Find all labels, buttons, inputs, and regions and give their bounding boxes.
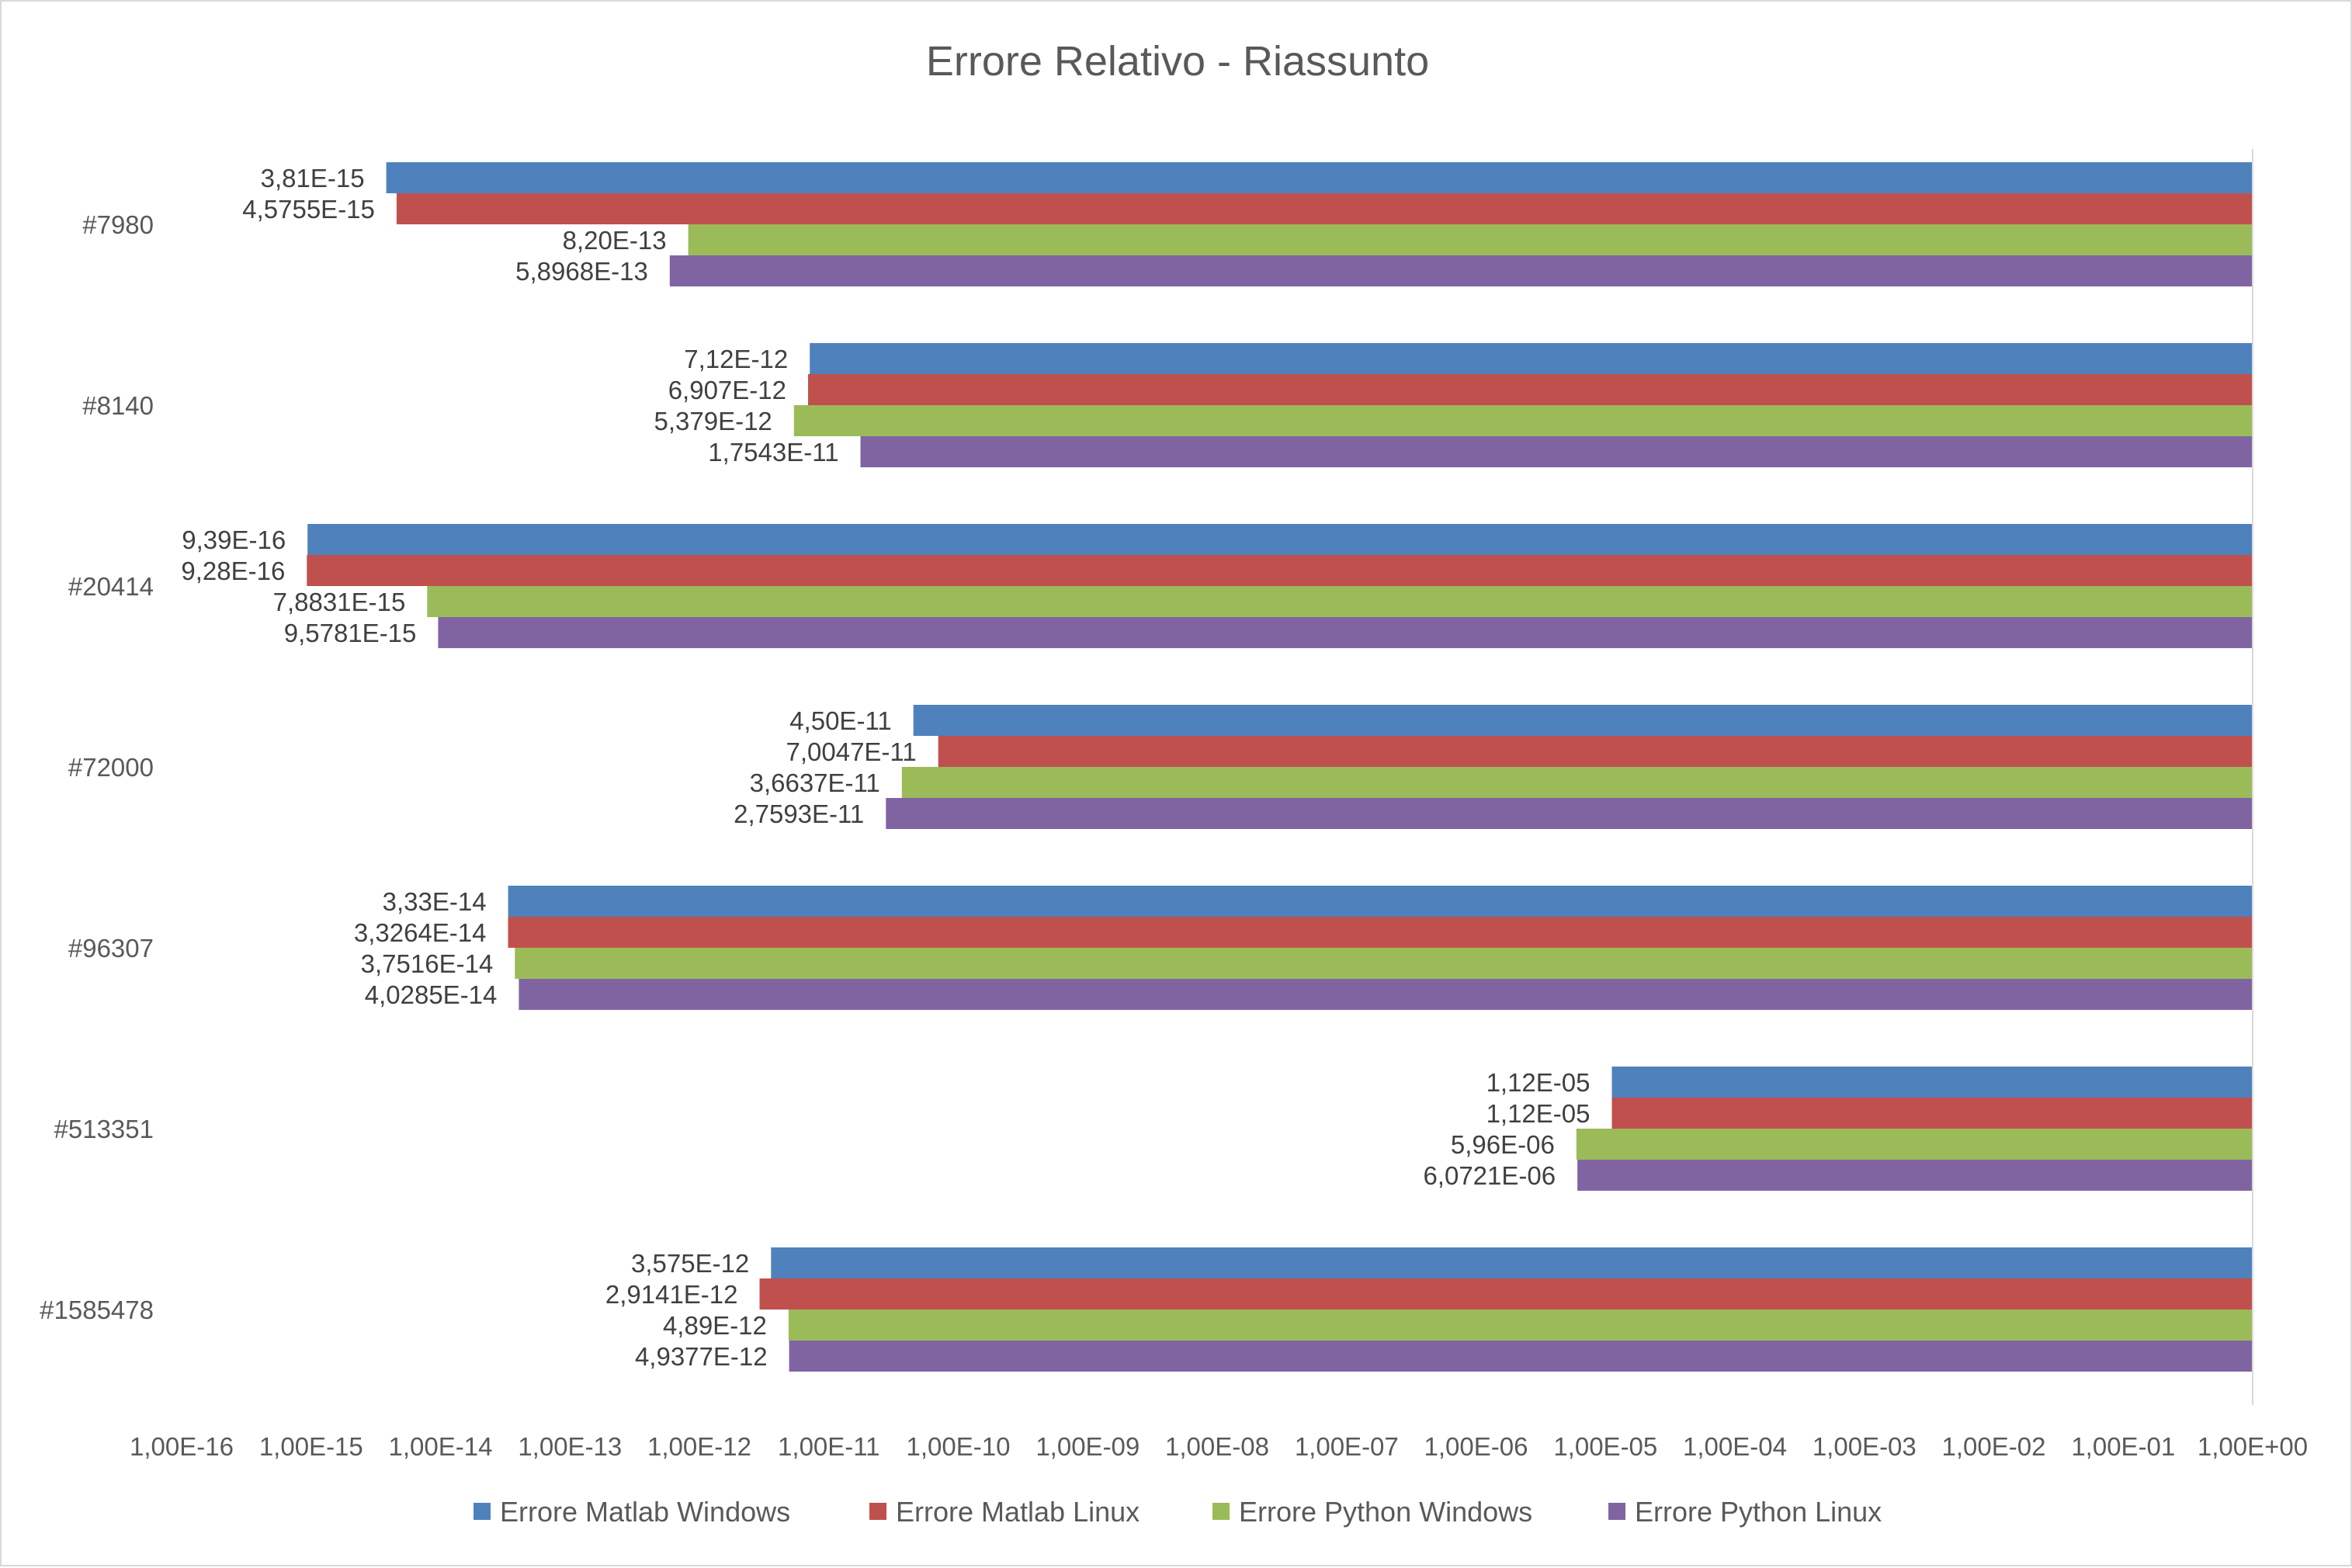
x-tick-label: 1,00E-07 — [1295, 1432, 1399, 1461]
bar — [386, 162, 2253, 193]
bar — [519, 979, 2253, 1010]
data-label: 3,33E-14 — [383, 887, 487, 916]
x-tick-label: 1,00E-10 — [907, 1432, 1011, 1461]
data-label: 3,6637E-11 — [750, 768, 880, 797]
x-tick-label: 1,00E-14 — [389, 1432, 493, 1461]
data-label: 9,39E-16 — [182, 526, 286, 554]
data-label: 5,379E-12 — [654, 407, 772, 435]
bar — [938, 736, 2253, 767]
data-label: 6,907E-12 — [668, 376, 786, 404]
data-label: 3,575E-12 — [631, 1249, 749, 1278]
bar — [808, 374, 2253, 405]
bar — [1576, 1129, 2253, 1160]
bar — [669, 255, 2253, 286]
x-tick-label: 1,00E-12 — [647, 1432, 751, 1461]
legend-label: Errore Matlab Windows — [500, 1496, 790, 1528]
bar — [307, 524, 2253, 555]
x-tick-label: 1,00E-16 — [130, 1432, 234, 1461]
bar — [913, 705, 2253, 736]
category-label: #96307 — [68, 934, 154, 963]
legend-swatch — [1212, 1503, 1230, 1520]
data-label: 3,3264E-14 — [354, 918, 487, 947]
data-label: 7,0047E-11 — [786, 737, 916, 766]
bar — [427, 586, 2253, 617]
bar — [789, 1341, 2253, 1372]
category-label: #20414 — [68, 572, 154, 601]
x-tick-label: 1,00E-01 — [2071, 1432, 2175, 1461]
data-label: 6,0721E-06 — [1423, 1161, 1556, 1190]
bar — [759, 1278, 2253, 1310]
legend-swatch — [474, 1503, 491, 1520]
data-label: 9,5781E-15 — [284, 619, 417, 647]
bar — [1611, 1098, 2253, 1129]
legend-label: Errore Matlab Linux — [896, 1496, 1140, 1528]
category-label: #513351 — [54, 1115, 154, 1143]
bar — [793, 405, 2253, 436]
bar — [901, 767, 2253, 798]
data-label: 9,28E-16 — [181, 557, 285, 585]
data-label: 4,5755E-15 — [242, 195, 375, 224]
category-label: #7980 — [82, 210, 154, 239]
x-tick-label: 1,00E-15 — [259, 1432, 363, 1461]
data-label: 1,7543E-11 — [708, 438, 838, 467]
data-label: 5,8968E-13 — [515, 257, 648, 286]
bars-layer: 3,81E-154,5755E-15 8,20E-135,8968E-13 7,12… — [181, 149, 2253, 1405]
x-tick-label: 1,00E-05 — [1553, 1432, 1657, 1461]
x-tick-label: 1,00E+00 — [2198, 1432, 2308, 1461]
chart-title: Errore Relativo - Riassunto — [926, 38, 1429, 85]
x-tick-label: 1,00E-09 — [1036, 1432, 1140, 1461]
data-label: 2,7593E-11 — [734, 800, 864, 828]
legend-swatch — [1608, 1503, 1625, 1520]
data-label: 1,12E-05 — [1486, 1068, 1591, 1097]
bar — [810, 343, 2253, 374]
legend-swatch — [869, 1503, 886, 1520]
bar — [508, 917, 2253, 948]
bar — [508, 886, 2253, 917]
bar — [688, 224, 2253, 255]
bar — [307, 555, 2253, 586]
data-label: 5,96E-06 — [1451, 1130, 1555, 1159]
bar — [771, 1247, 2253, 1278]
x-axis-tick-labels: 1,00E-16 1,00E-15 1,00E-14 1,00E-13 1,00E-12… — [130, 1432, 2308, 1461]
legend-label: Errore Python Windows — [1239, 1496, 1532, 1528]
data-label: 3,81E-15 — [261, 164, 365, 193]
category-labels: #7980 #8140 #20414 #72000 #96307 #513351 #1585… — [40, 210, 154, 1324]
x-tick-label: 1,00E-02 — [1942, 1432, 2046, 1461]
bar — [438, 617, 2253, 648]
category-label: #8140 — [82, 391, 154, 420]
legend: Errore Matlab Windows Errore Matlab Linux… — [474, 1496, 1882, 1528]
data-label: 4,89E-12 — [663, 1311, 767, 1340]
x-tick-label: 1,00E-11 — [778, 1432, 879, 1461]
data-label: 2,9141E-12 — [605, 1280, 738, 1309]
data-label: 4,50E-11 — [789, 706, 891, 735]
data-label: 3,7516E-14 — [361, 949, 494, 978]
bar — [886, 798, 2253, 829]
bar — [515, 948, 2253, 979]
x-tick-label: 1,00E-04 — [1683, 1432, 1787, 1461]
category-label: #72000 — [68, 753, 154, 782]
bar — [788, 1310, 2253, 1341]
data-label: 1,12E-05 — [1486, 1099, 1591, 1128]
bar — [1577, 1160, 2253, 1191]
x-tick-label: 1,00E-03 — [1813, 1432, 1917, 1461]
data-label: 4,0285E-14 — [365, 980, 498, 1009]
x-tick-label: 1,00E-08 — [1165, 1432, 1269, 1461]
bar — [860, 436, 2253, 467]
data-label: 7,12E-12 — [684, 345, 788, 373]
data-label: 7,8831E-15 — [273, 588, 406, 616]
bar — [396, 193, 2253, 224]
category-label: #1585478 — [40, 1296, 154, 1324]
x-tick-label: 1,00E-13 — [518, 1432, 622, 1461]
data-label: 8,20E-13 — [563, 226, 667, 255]
x-tick-label: 1,00E-06 — [1424, 1432, 1528, 1461]
data-label: 4,9377E-12 — [635, 1342, 768, 1371]
bar — [1611, 1067, 2253, 1098]
legend-label: Errore Python Linux — [1635, 1496, 1882, 1528]
